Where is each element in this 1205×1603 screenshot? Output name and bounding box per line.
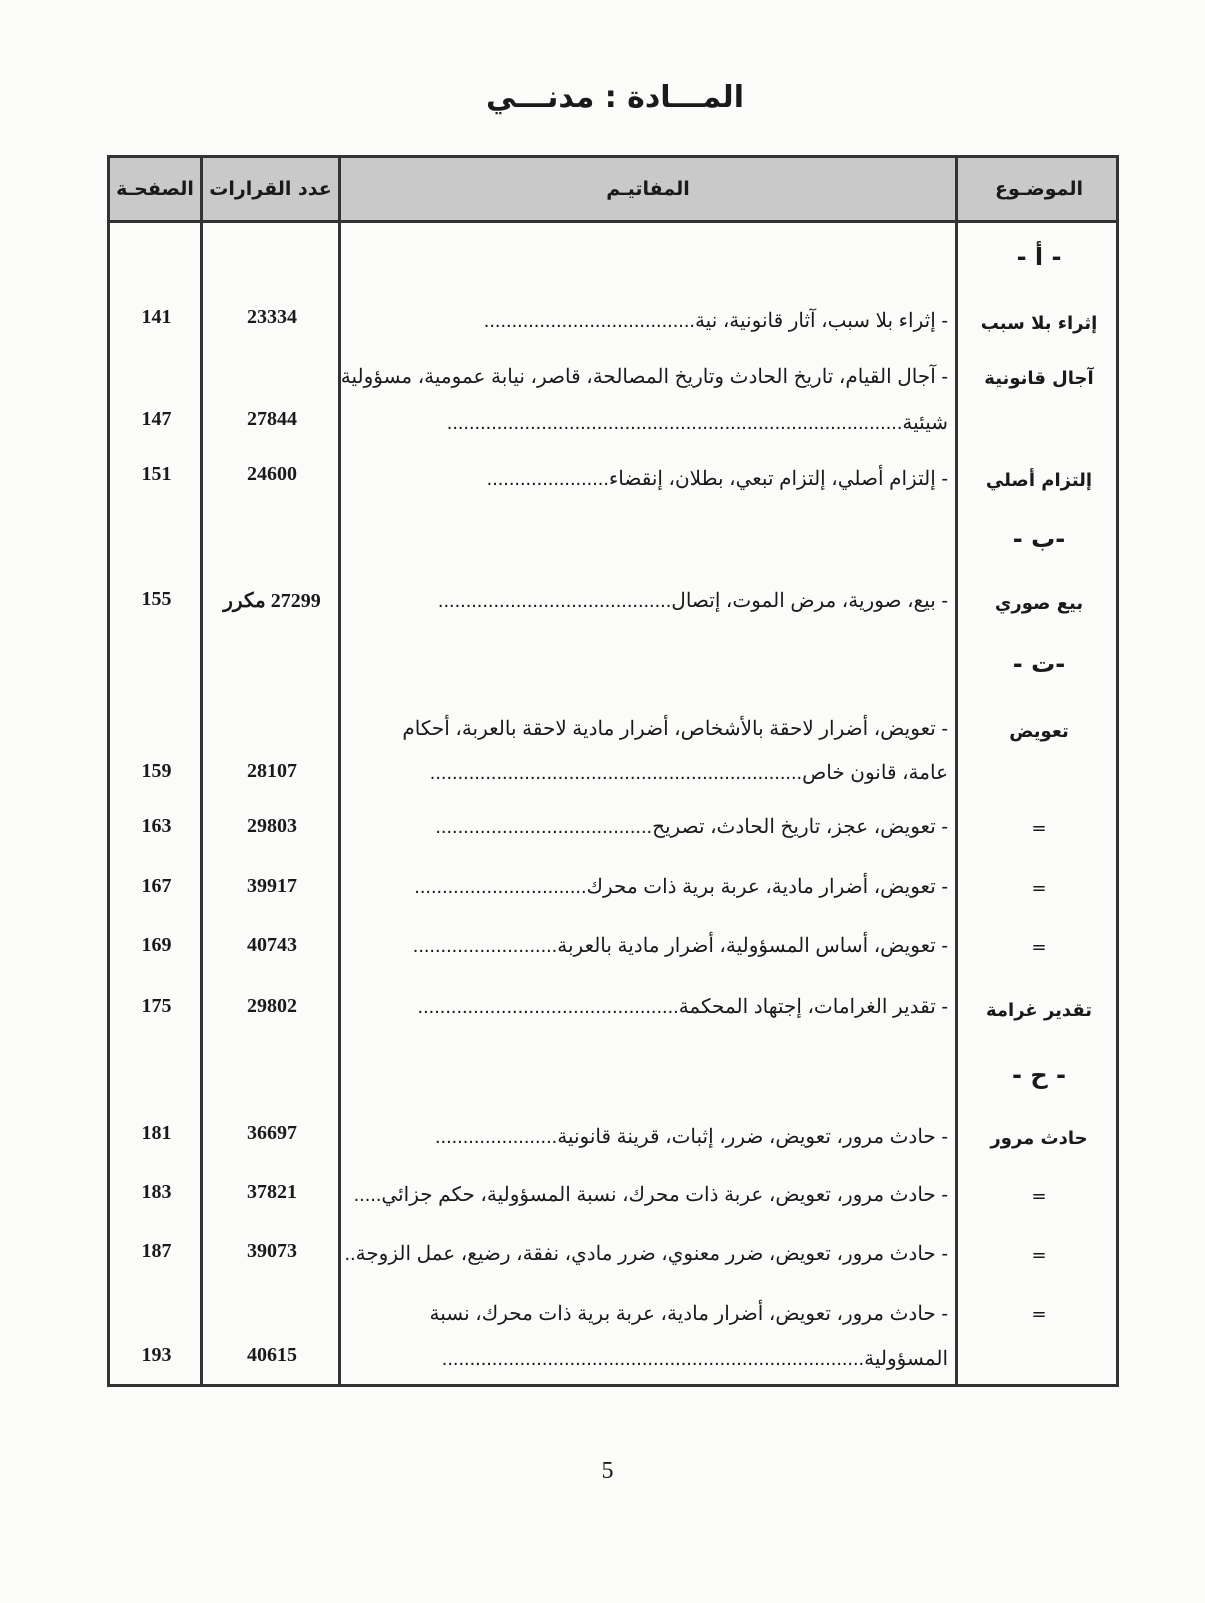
- row-count: 24600: [247, 463, 297, 485]
- row-page: 181: [141, 1122, 172, 1144]
- section-letter: - أ -: [1016, 243, 1062, 271]
- row-count: 36697: [247, 1122, 297, 1144]
- row-count: 39917: [247, 875, 297, 897]
- row-page: 147: [141, 408, 172, 430]
- row-page: 175: [141, 995, 172, 1017]
- page-title: المـــادة : مدنـــي: [486, 80, 744, 115]
- row-subject: حادث مرور: [990, 1128, 1088, 1149]
- header-subject: الموضـوع: [994, 178, 1084, 200]
- row-page: 141: [141, 306, 172, 328]
- column-divider: [338, 158, 341, 1384]
- page-number: 5: [601, 1458, 614, 1484]
- column-divider: [955, 158, 958, 1384]
- row-count: 39073: [247, 1240, 297, 1262]
- row-count: 40615: [247, 1344, 297, 1366]
- row-keywords: - حادث مرور، تعويض، ضرر، إثبات، قرينة قا…: [434, 1126, 948, 1148]
- row-subject: تقدير غرامة: [985, 1000, 1093, 1021]
- row-count: 27299 مكرر: [223, 590, 321, 612]
- row-subject: =: [1031, 1186, 1047, 1207]
- row-subject: =: [1031, 818, 1047, 839]
- section-letter: - ح -: [1012, 1061, 1066, 1089]
- row-count: 40743: [247, 934, 297, 956]
- row-keywords: - بيع، صورية، مرض الموت، إتصال..........…: [437, 590, 948, 612]
- row-subject: إلتزام أصلي: [985, 470, 1093, 491]
- row-keywords: - تقدير الغرامات، إجتهاد المحكمة........…: [417, 996, 948, 1018]
- table-header: [110, 158, 1116, 223]
- row-count: 29803: [247, 815, 297, 837]
- row-page: 187: [141, 1240, 172, 1262]
- row-keywords: - تعويض، أساس المسؤولية، أضرار مادية بال…: [412, 935, 948, 957]
- row-subject: =: [1031, 878, 1047, 899]
- row-keywords: - حادث مرور، تعويض، عربة ذات محرك، نسبة …: [353, 1184, 948, 1206]
- row-keywords: - إثراء بلا سبب، آثار قانونية، نية......…: [483, 310, 948, 332]
- index-table: الموضـوع المفاتيـم عدد القرارات الصفحـة …: [107, 155, 1119, 1387]
- row-keywords: - تعويض، أضرار لاحقة بالأشخاص، أضرار ماد…: [402, 718, 948, 740]
- row-subject: =: [1031, 937, 1047, 958]
- row-keywords: المسؤولية...............................…: [441, 1348, 948, 1370]
- row-count: 23334: [247, 306, 297, 328]
- row-page: 193: [141, 1344, 172, 1366]
- row-page: 159: [141, 760, 172, 782]
- row-keywords: - حادث مرور، تعويض، ضرر معنوي، ضرر مادي،…: [344, 1243, 948, 1265]
- header-count: عدد القرارات: [209, 178, 332, 200]
- row-subject: آجال قانونية: [984, 368, 1094, 389]
- row-page: 167: [141, 875, 172, 897]
- row-count: 29802: [247, 995, 297, 1017]
- row-keywords: - آجال القيام، تاريخ الحادث وتاريخ المصا…: [340, 366, 948, 388]
- row-subject: =: [1031, 1245, 1047, 1266]
- row-keywords: - تعويض، أضرار مادية، عربة برية ذات محرك…: [414, 876, 948, 898]
- row-subject: بيع صوري: [994, 593, 1084, 614]
- section-letter: -ب -: [1012, 525, 1066, 553]
- row-subject: إثراء بلا سبب: [980, 313, 1098, 334]
- row-keywords: - إلتزام أصلي، إلتزام تبعي، بطلان، إنقضا…: [486, 468, 948, 490]
- row-subject: تعويض: [1009, 721, 1069, 742]
- header-keywords: المفاتيـم: [606, 178, 690, 200]
- column-divider: [200, 158, 203, 1384]
- row-count: 27844: [247, 408, 297, 430]
- row-page: 169: [141, 934, 172, 956]
- row-page: 163: [141, 815, 172, 837]
- row-keywords: شيئية...................................…: [446, 412, 948, 434]
- row-subject: =: [1031, 1304, 1047, 1325]
- row-keywords: - حادث مرور، تعويض، أضرار مادية، عربة بر…: [429, 1303, 948, 1325]
- row-count: 37821: [247, 1181, 297, 1203]
- section-letter: -ت -: [1012, 650, 1066, 678]
- row-page: 155: [141, 588, 172, 610]
- row-count: 28107: [247, 760, 297, 782]
- row-page: 183: [141, 1181, 172, 1203]
- row-keywords: - تعويض، عجز، تاريخ الحادث، تصريح.......…: [435, 816, 948, 838]
- row-page: 151: [141, 463, 172, 485]
- header-page: الصفحـة: [116, 178, 194, 200]
- row-keywords: عامة، قانون خاص.........................…: [429, 762, 948, 784]
